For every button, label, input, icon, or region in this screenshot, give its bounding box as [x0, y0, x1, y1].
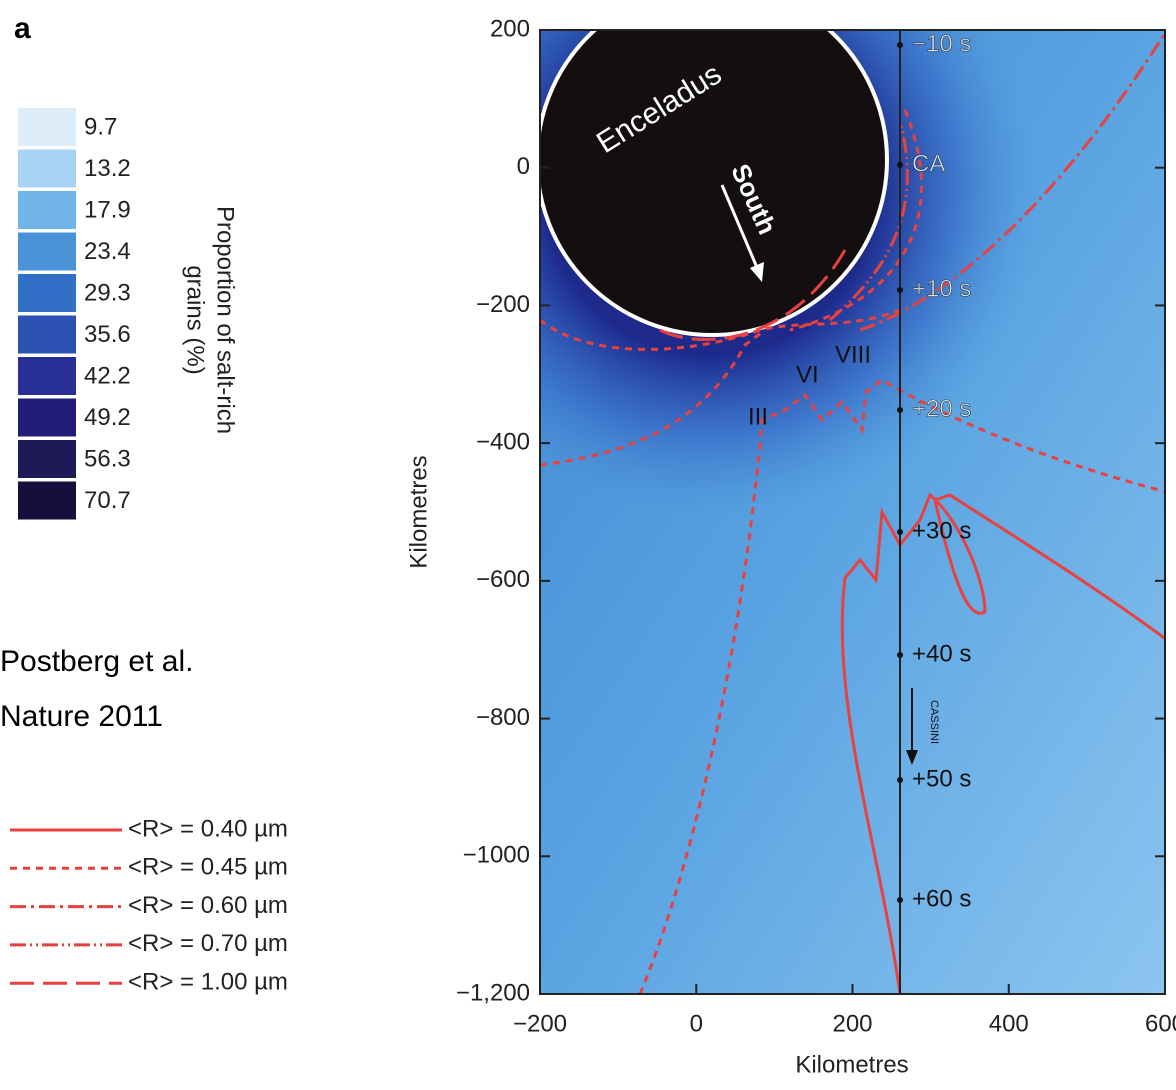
colorbar-label: 23.4 — [84, 238, 131, 265]
contour — [789, 109, 923, 332]
colorbar-label: 35.6 — [84, 321, 131, 348]
south-arrow — [720, 184, 760, 271]
region-label: III — [748, 403, 768, 430]
x-tick-label: −200 — [513, 1010, 567, 1037]
colorbar-label: 9.7 — [84, 113, 117, 140]
colorbar-swatch — [18, 481, 76, 520]
contour — [540, 328, 766, 467]
time-label: +10 s — [912, 275, 971, 302]
time-marker — [897, 287, 903, 293]
x-tick-label: 0 — [690, 1010, 703, 1037]
panel-label: a — [14, 12, 31, 45]
colorbar-swatch — [18, 315, 76, 354]
x-tick-label: 200 — [832, 1010, 872, 1037]
colorbar-swatch — [18, 274, 76, 312]
time-marker — [897, 407, 903, 413]
time-label: +40 s — [912, 640, 971, 667]
contour — [659, 249, 847, 341]
enceladus — [540, 30, 889, 337]
x-tick-label: 400 — [989, 1010, 1029, 1037]
time-marker — [897, 162, 903, 168]
contour — [859, 30, 1165, 332]
y-tick-label: 0 — [517, 153, 530, 180]
legend-label: <R> = 0.60 µm — [128, 892, 288, 919]
y-tick-label: −800 — [476, 704, 530, 731]
time-marker — [897, 897, 903, 903]
legend-label: <R> = 0.40 µm — [128, 815, 288, 842]
y-tick-label: −400 — [476, 428, 530, 455]
y-tick-label: −600 — [476, 566, 530, 593]
time-label: −10 s — [912, 30, 971, 57]
colorbar-label: 70.7 — [84, 487, 131, 514]
y-tick-label: −1,200 — [456, 979, 530, 1006]
legend-label: <R> = 1.00 µm — [128, 969, 288, 996]
x-tick-label: 600 — [1145, 1010, 1176, 1037]
time-label: +20 s — [912, 395, 971, 422]
colorbar-label: 56.3 — [84, 445, 131, 472]
colorbar-swatch — [18, 149, 76, 188]
time-marker — [897, 777, 903, 783]
colorbar-title: Proportion of salt-rich — [212, 206, 239, 434]
colorbar-label: 17.9 — [84, 196, 131, 223]
spacecraft-label: CASSINI — [928, 700, 940, 744]
colorbar-swatch — [18, 440, 76, 478]
region-label: VI — [796, 361, 819, 388]
contour — [638, 378, 1165, 994]
x-axis-label: Kilometres — [795, 1051, 908, 1078]
time-label: +60 s — [912, 885, 971, 912]
colorbar-swatch — [18, 232, 76, 271]
time-label: +50 s — [912, 765, 971, 792]
legend-label: <R> = 0.70 µm — [128, 930, 288, 957]
contour — [840, 492, 1165, 994]
contour — [540, 308, 901, 351]
colorbar-swatch — [18, 191, 76, 229]
colorbar-label: 13.2 — [84, 155, 131, 182]
time-marker — [897, 652, 903, 658]
y-tick-label: 200 — [490, 15, 530, 42]
colorbar-swatch — [18, 108, 76, 146]
colorbar-label: 49.2 — [84, 404, 131, 431]
colorbar-label: 42.2 — [84, 362, 131, 389]
plot-area — [540, 30, 1165, 994]
time-marker — [897, 529, 903, 535]
contour — [829, 119, 909, 322]
arrowhead — [750, 262, 764, 282]
contours — [540, 30, 1165, 994]
colorbar-label: 29.3 — [84, 279, 131, 306]
colorbar-title: grains (%) — [182, 265, 209, 374]
time-marker — [897, 42, 903, 48]
citation: Postberg et al. — [0, 645, 193, 678]
arrowhead — [906, 750, 918, 765]
time-label: CA — [912, 150, 945, 177]
colorbar-swatch — [18, 357, 76, 395]
time-label: +30 s — [912, 517, 971, 544]
y-axis-label: Kilometres — [405, 455, 432, 568]
colorbar-swatch — [18, 398, 76, 437]
region-label: VIII — [835, 341, 871, 368]
y-tick-label: −1000 — [463, 842, 530, 869]
y-tick-label: −200 — [476, 291, 530, 318]
citation: Nature 2011 — [0, 700, 163, 733]
legend-label: <R> = 0.45 µm — [128, 854, 288, 881]
